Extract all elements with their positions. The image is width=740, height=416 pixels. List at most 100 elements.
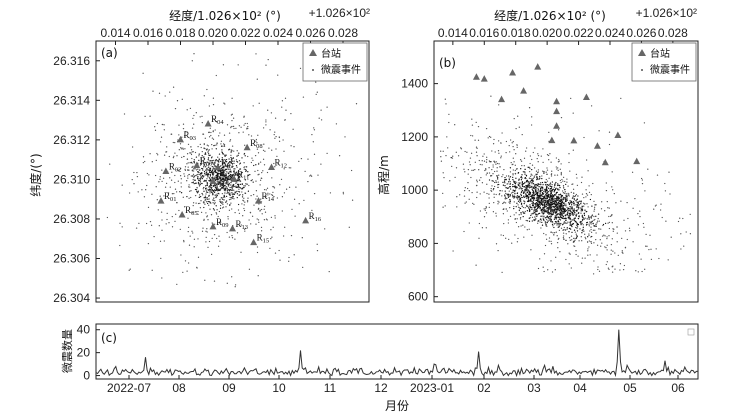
event-point — [211, 176, 213, 179]
event-point — [632, 241, 634, 243]
event-point — [547, 211, 550, 213]
panel-b-offset-label: +1.026×10² — [636, 6, 697, 20]
event-point — [245, 168, 247, 171]
event-point — [208, 198, 210, 200]
event-point — [547, 269, 549, 271]
event-point — [496, 178, 499, 180]
event-point — [541, 191, 544, 194]
event-point — [554, 208, 557, 210]
event-point — [507, 196, 510, 198]
event-point — [526, 194, 529, 197]
event-point — [210, 134, 212, 137]
event-point — [568, 252, 570, 254]
event-point — [478, 222, 481, 225]
event-point — [206, 228, 208, 230]
panel-b-ylabel: 高程/m — [376, 155, 391, 195]
event-point — [233, 172, 235, 174]
event-point — [512, 145, 514, 148]
event-point — [151, 193, 153, 195]
event-point — [234, 191, 236, 193]
event-point — [235, 159, 238, 161]
event-point — [537, 222, 539, 224]
event-point — [274, 215, 276, 217]
event-point — [536, 187, 538, 190]
event-point — [248, 219, 250, 221]
event-point — [213, 190, 215, 193]
event-point — [550, 173, 553, 176]
event-point — [579, 200, 581, 202]
event-point — [542, 183, 544, 186]
event-point — [545, 189, 547, 191]
event-point — [515, 153, 517, 155]
event-point — [538, 202, 541, 204]
event-point — [539, 189, 542, 192]
event-point — [284, 226, 286, 228]
event-point — [537, 191, 539, 194]
event-point — [482, 155, 484, 157]
panel-b-top-axis-label: 经度/1.026×10² (°) — [494, 8, 606, 23]
event-point — [178, 169, 181, 171]
event-point — [551, 189, 553, 191]
event-point — [580, 181, 583, 184]
event-point — [274, 217, 276, 219]
event-point — [163, 129, 165, 131]
event-point — [574, 239, 576, 241]
event-point — [310, 174, 312, 176]
event-point — [544, 210, 546, 212]
event-point — [273, 186, 275, 188]
event-point — [463, 195, 466, 197]
event-point — [605, 182, 607, 184]
event-point — [562, 235, 565, 237]
event-point — [241, 183, 243, 185]
event-point — [222, 203, 224, 206]
event-point — [512, 169, 514, 171]
event-point — [214, 144, 216, 146]
event-point — [509, 195, 511, 197]
event-point — [228, 132, 231, 134]
event-point — [451, 157, 454, 159]
event-point — [271, 149, 273, 151]
event-point — [521, 177, 523, 179]
event-point — [178, 209, 180, 212]
event-point — [558, 194, 560, 196]
event-point — [220, 180, 222, 182]
event-point — [538, 198, 540, 200]
event-point — [497, 203, 499, 205]
event-point — [236, 166, 238, 168]
event-point — [182, 127, 185, 130]
event-point — [492, 166, 494, 168]
event-point — [544, 217, 546, 219]
event-point — [193, 160, 195, 163]
panel-a-ytick-label: 26.314 — [53, 93, 90, 107]
event-point — [224, 178, 226, 180]
event-point — [271, 194, 274, 197]
event-point — [131, 178, 133, 181]
event-point — [546, 211, 548, 213]
event-point — [523, 236, 525, 238]
event-point — [235, 186, 237, 189]
event-point — [254, 170, 256, 173]
event-point — [191, 169, 194, 171]
event-point — [505, 208, 507, 210]
event-point — [479, 163, 481, 166]
event-point — [500, 155, 502, 157]
event-point — [204, 180, 206, 182]
event-point — [169, 91, 171, 93]
event-point — [595, 225, 597, 227]
event-point — [575, 220, 577, 223]
event-point — [158, 225, 160, 227]
event-point — [256, 195, 258, 197]
event-point — [531, 207, 533, 209]
event-point — [221, 202, 223, 205]
panel-b-tag: (b) — [439, 56, 456, 70]
event-point — [256, 246, 259, 248]
event-point — [551, 196, 553, 198]
event-point — [467, 181, 469, 184]
event-point — [583, 196, 585, 199]
event-point — [576, 177, 578, 179]
station-label-subscript: 07 — [227, 163, 234, 170]
event-point — [502, 174, 504, 176]
event-point — [563, 238, 565, 240]
event-point — [469, 157, 472, 159]
